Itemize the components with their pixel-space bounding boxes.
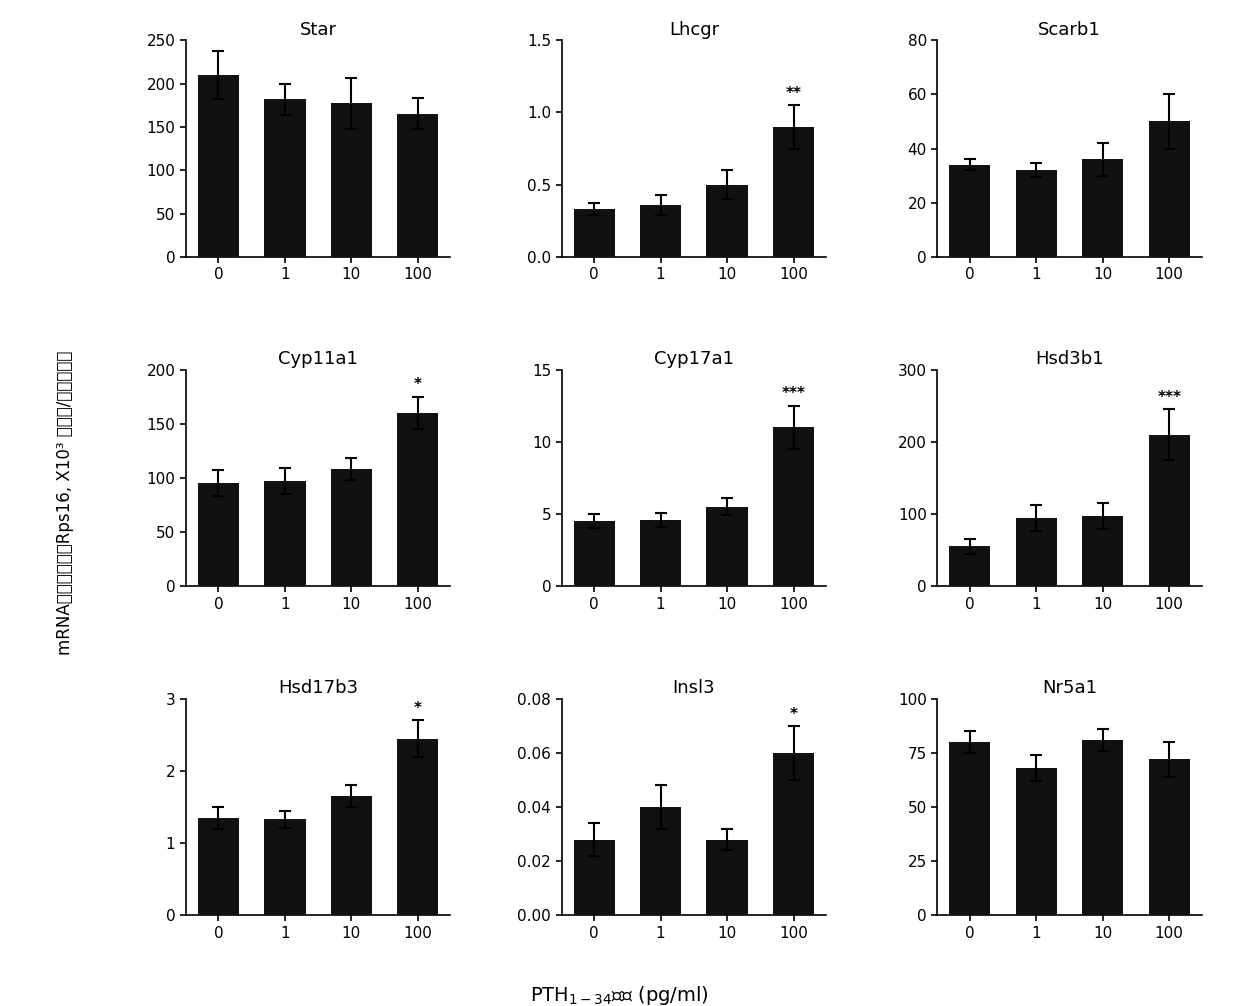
Title: Hsd3b1: Hsd3b1 (1036, 350, 1104, 368)
Bar (1082, 159, 1124, 257)
Bar (1016, 517, 1057, 586)
Bar (706, 185, 747, 257)
Bar (264, 820, 306, 915)
Bar (331, 104, 372, 257)
Bar (949, 165, 990, 257)
Text: ***: *** (1157, 390, 1181, 405)
Title: Cyp17a1: Cyp17a1 (654, 350, 733, 368)
Bar (641, 520, 681, 586)
Title: Star: Star (300, 21, 337, 38)
Title: Hsd17b3: Hsd17b3 (278, 679, 358, 697)
Bar (706, 840, 747, 915)
Bar (1149, 122, 1189, 257)
Bar (949, 742, 990, 915)
Bar (1016, 170, 1057, 257)
Bar (949, 546, 990, 586)
Bar (574, 209, 615, 257)
Bar (264, 481, 306, 586)
Bar (331, 469, 372, 586)
Bar (1082, 516, 1124, 586)
Bar (773, 428, 814, 586)
Bar (773, 752, 814, 915)
Bar (198, 74, 239, 257)
Title: Insl3: Insl3 (673, 679, 715, 697)
Bar (331, 797, 372, 915)
Title: Lhcgr: Lhcgr (669, 21, 719, 38)
Text: PTH$_{1-34}$浓度 (pg/ml): PTH$_{1-34}$浓度 (pg/ml) (530, 984, 709, 1006)
Bar (706, 507, 747, 586)
Bar (1149, 760, 1189, 915)
Text: ***: *** (782, 386, 805, 401)
Title: Cyp11a1: Cyp11a1 (279, 350, 358, 368)
Bar (574, 840, 615, 915)
Bar (198, 483, 239, 586)
Text: *: * (414, 377, 421, 392)
Bar (398, 114, 439, 257)
Bar (641, 205, 681, 257)
Bar (1149, 435, 1189, 586)
Title: Scarb1: Scarb1 (1038, 21, 1101, 38)
Bar (574, 521, 615, 586)
Bar (198, 818, 239, 915)
Bar (1082, 740, 1124, 915)
Bar (641, 807, 681, 915)
Text: *: * (789, 706, 798, 721)
Text: mRNA表达水平（用Rps16, X10³ 拷贝数/皮克校正）: mRNA表达水平（用Rps16, X10³ 拷贝数/皮克校正） (56, 351, 74, 655)
Bar (1016, 769, 1057, 915)
Bar (264, 100, 306, 257)
Title: Nr5a1: Nr5a1 (1042, 679, 1097, 697)
Bar (773, 127, 814, 257)
Bar (398, 412, 439, 586)
Bar (398, 738, 439, 915)
Text: **: ** (786, 86, 802, 101)
Text: *: * (414, 701, 421, 716)
